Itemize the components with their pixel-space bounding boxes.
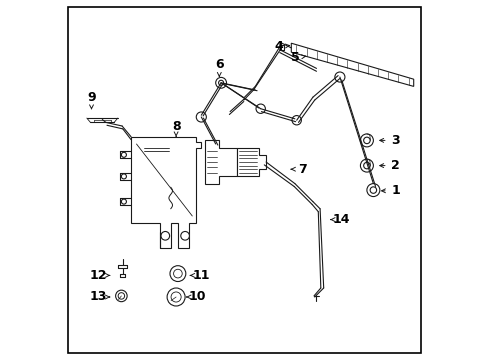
Circle shape — [121, 174, 126, 179]
Circle shape — [360, 134, 373, 147]
Text: 1: 1 — [390, 184, 399, 197]
Circle shape — [363, 137, 369, 144]
Circle shape — [256, 104, 265, 113]
Circle shape — [118, 293, 124, 299]
Circle shape — [363, 162, 369, 169]
Polygon shape — [131, 137, 201, 248]
Circle shape — [360, 159, 373, 172]
Polygon shape — [204, 140, 237, 184]
Circle shape — [291, 116, 301, 125]
Circle shape — [170, 266, 185, 282]
Circle shape — [181, 231, 189, 240]
Text: 4: 4 — [274, 40, 283, 53]
Circle shape — [161, 231, 169, 240]
Circle shape — [121, 152, 126, 157]
Text: 6: 6 — [215, 58, 223, 71]
Circle shape — [196, 112, 206, 122]
Text: 3: 3 — [390, 134, 399, 147]
Circle shape — [369, 187, 376, 193]
Circle shape — [121, 199, 126, 204]
Circle shape — [167, 288, 185, 306]
Text: 7: 7 — [297, 163, 306, 176]
Text: 9: 9 — [87, 91, 96, 104]
Circle shape — [215, 77, 226, 88]
Text: 10: 10 — [188, 291, 206, 303]
Text: 5: 5 — [290, 51, 299, 64]
Polygon shape — [291, 43, 413, 86]
Text: 11: 11 — [192, 269, 210, 282]
Text: 13: 13 — [90, 291, 107, 303]
Circle shape — [171, 292, 181, 302]
Circle shape — [218, 80, 223, 85]
Circle shape — [115, 290, 127, 302]
Text: 12: 12 — [90, 269, 107, 282]
Polygon shape — [237, 148, 265, 176]
Text: 2: 2 — [390, 159, 399, 172]
Circle shape — [173, 269, 182, 278]
Circle shape — [366, 184, 379, 197]
Circle shape — [334, 72, 344, 82]
Text: 8: 8 — [171, 120, 180, 132]
Text: 14: 14 — [332, 213, 350, 226]
